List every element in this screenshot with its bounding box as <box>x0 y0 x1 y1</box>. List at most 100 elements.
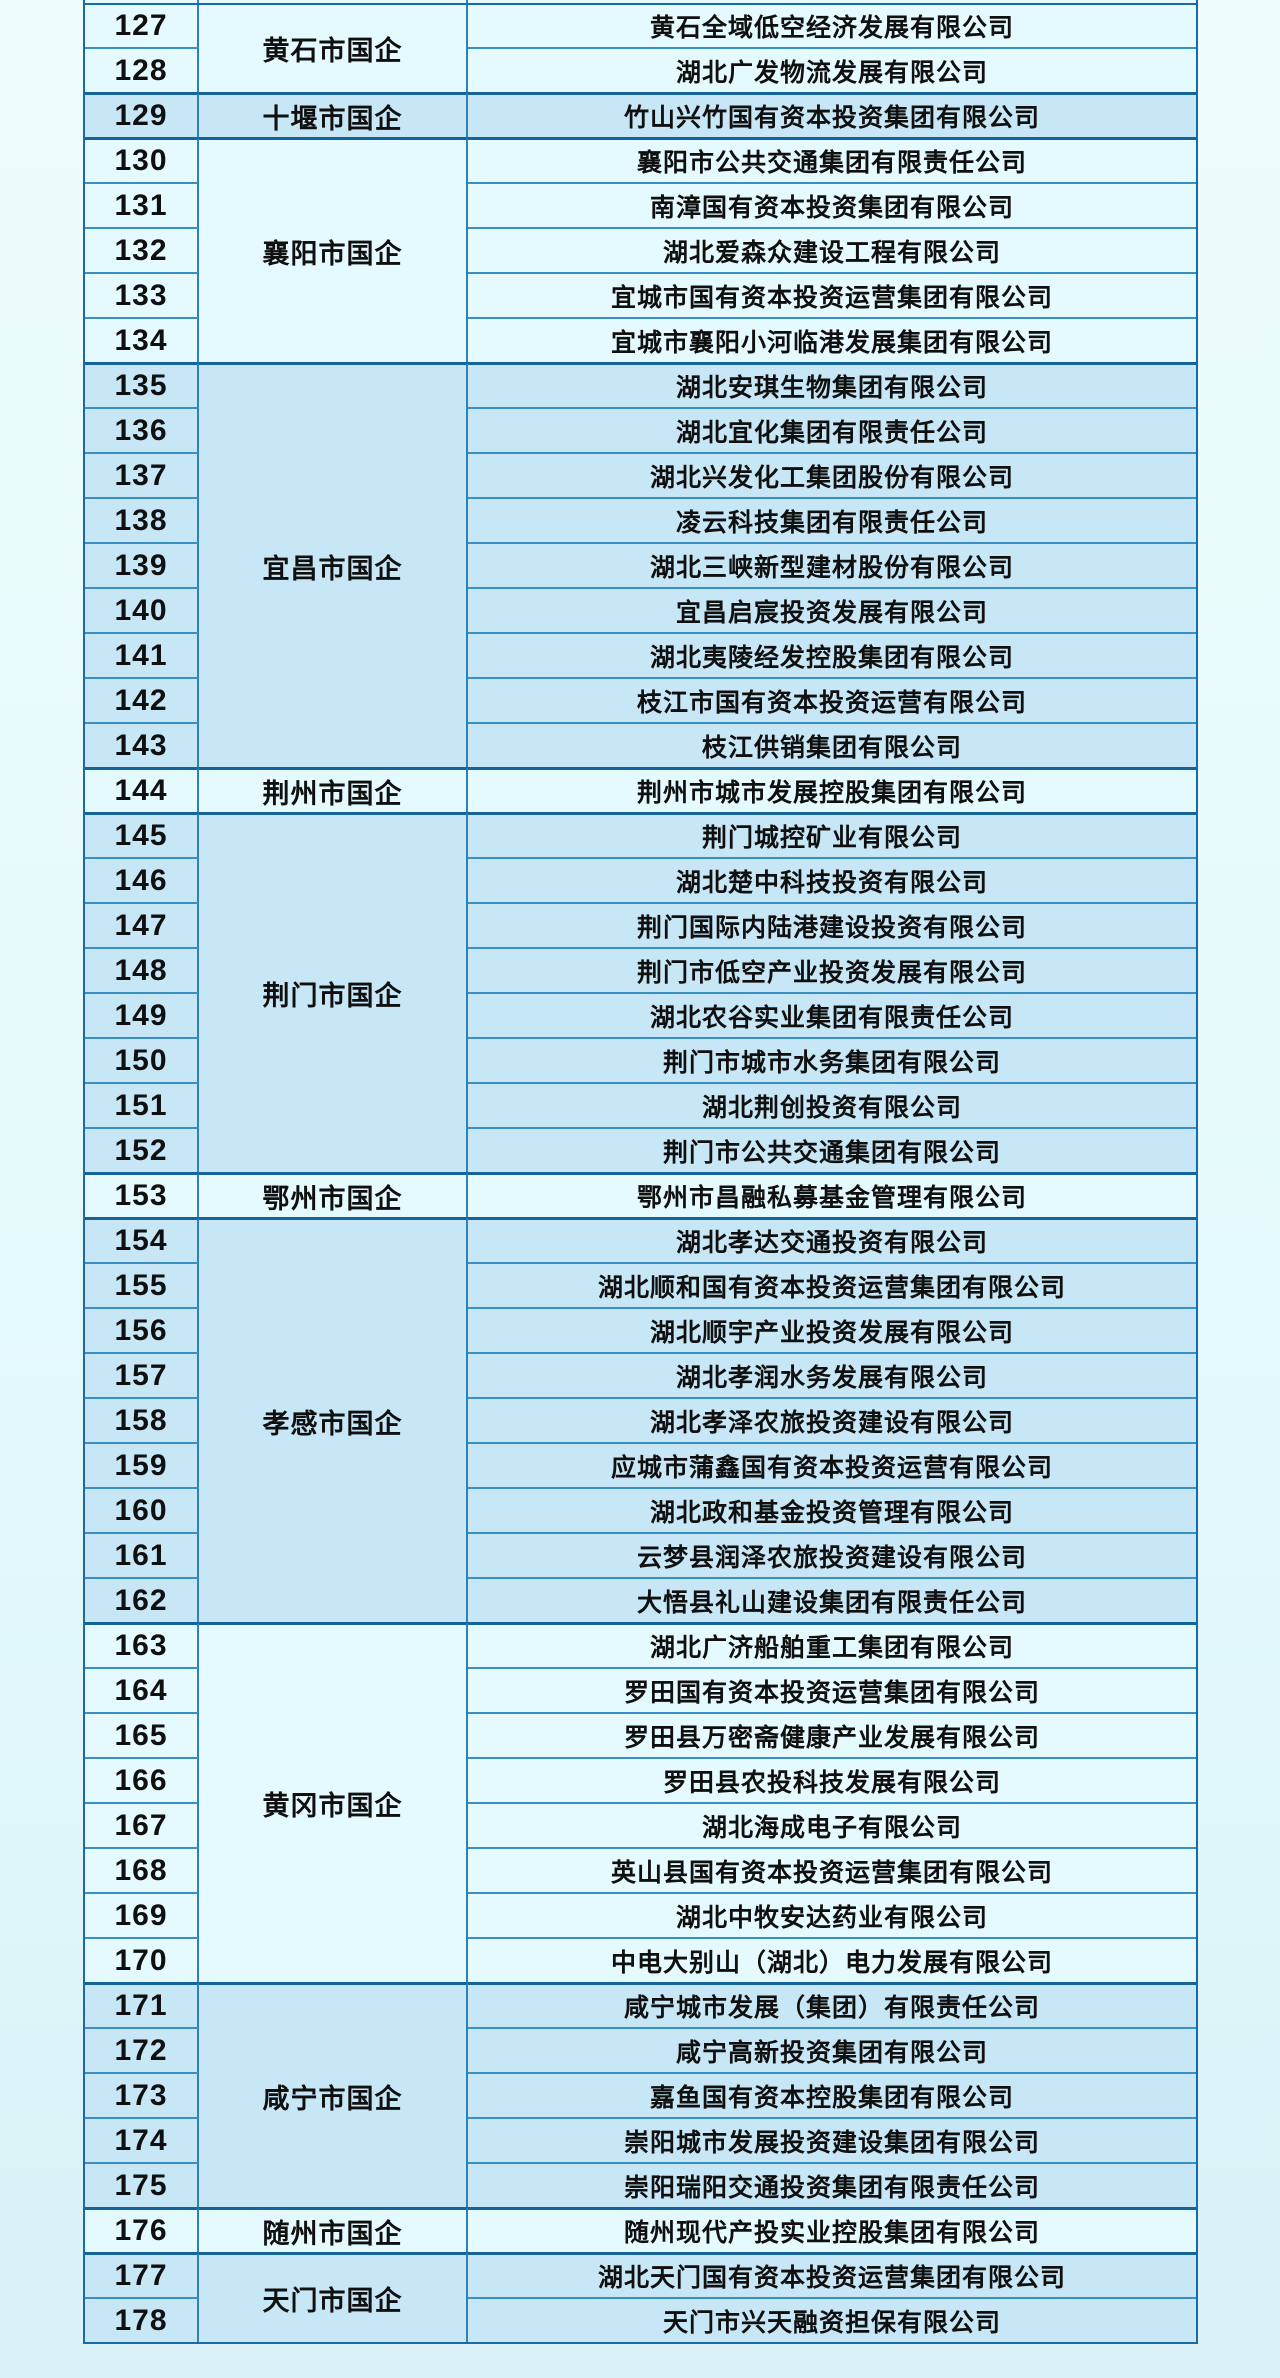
company-name-cell: 中电大别山（湖北）电力发展有限公司 <box>468 1937 1196 1982</box>
row-number-cell: 134 <box>85 317 199 362</box>
company-name-cell: 湖北中牧安达药业有限公司 <box>468 1892 1196 1937</box>
company-name-cell: 天门市兴天融资担保有限公司 <box>468 2297 1196 2342</box>
category-cell: 荆门市国企 <box>199 812 468 1172</box>
row-number-cell: 142 <box>85 677 199 722</box>
company-name-cell: 湖北孝泽农旅投资建设有限公司 <box>468 1397 1196 1442</box>
row-number-cell: 148 <box>85 947 199 992</box>
company-name-cell: 咸宁高新投资集团有限公司 <box>468 2027 1196 2072</box>
company-name-cell: 湖北楚中科技投资有限公司 <box>468 857 1196 902</box>
company-name-cell: 襄阳市公共交通集团有限责任公司 <box>468 137 1196 182</box>
row-number-cell: 147 <box>85 902 199 947</box>
company-name-cell: 云梦县润泽农旅投资建设有限公司 <box>468 1532 1196 1577</box>
company-name-cell: 南漳国有资本投资集团有限公司 <box>468 182 1196 227</box>
company-name-cell: 荆门国际内陆港建设投资有限公司 <box>468 902 1196 947</box>
row-number-cell: 140 <box>85 587 199 632</box>
company-name-cell: 湖北爱森众建设工程有限公司 <box>468 227 1196 272</box>
row-number-cell: 129 <box>85 92 199 137</box>
company-name-cell: 随州现代产投实业控股集团有限公司 <box>468 2207 1196 2252</box>
soe-table-grid: 黄石市国企 127 黄石全域低空经济发展有限公司 128 湖北广发物流发展有限公司 十堰市… <box>83 3 1198 2344</box>
row-number-cell: 144 <box>85 767 199 812</box>
row-number-cell: 143 <box>85 722 199 767</box>
row-number-cell: 155 <box>85 1262 199 1307</box>
row-number-cell: 154 <box>85 1217 199 1262</box>
company-name-cell: 罗田县农投科技发展有限公司 <box>468 1757 1196 1802</box>
row-number-cell: 167 <box>85 1802 199 1847</box>
row-number-cell: 145 <box>85 812 199 857</box>
row-number-cell: 161 <box>85 1532 199 1577</box>
company-name-cell: 崇阳城市发展投资建设集团有限公司 <box>468 2117 1196 2162</box>
company-name-cell: 湖北荆创投资有限公司 <box>468 1082 1196 1127</box>
company-name-cell: 鄂州市昌融私募基金管理有限公司 <box>468 1172 1196 1217</box>
row-number-cell: 172 <box>85 2027 199 2072</box>
soe-list-table: 黄石市国企 127 黄石全域低空经济发展有限公司 128 湖北广发物流发展有限公司 十堰市… <box>83 0 1198 2344</box>
company-name-cell: 罗田国有资本投资运营集团有限公司 <box>468 1667 1196 1712</box>
category-cell: 咸宁市国企 <box>199 1982 468 2207</box>
category-cell: 襄阳市国企 <box>199 137 468 362</box>
row-number-cell: 150 <box>85 1037 199 1082</box>
company-name-cell: 枝江市国有资本投资运营有限公司 <box>468 677 1196 722</box>
category-cell: 天门市国企 <box>199 2252 468 2342</box>
previous-row-remnant <box>83 0 1198 3</box>
row-number-cell: 152 <box>85 1127 199 1172</box>
row-number-cell: 156 <box>85 1307 199 1352</box>
company-name-cell: 湖北政和基金投资管理有限公司 <box>468 1487 1196 1532</box>
remnant-category-cell <box>199 0 468 3</box>
company-name-cell: 湖北孝润水务发展有限公司 <box>468 1352 1196 1397</box>
row-number-cell: 176 <box>85 2207 199 2252</box>
company-name-cell: 湖北宜化集团有限责任公司 <box>468 407 1196 452</box>
category-cell: 宜昌市国企 <box>199 362 468 767</box>
row-number-cell: 173 <box>85 2072 199 2117</box>
company-name-cell: 大悟县礼山建设集团有限责任公司 <box>468 1577 1196 1622</box>
row-number-cell: 174 <box>85 2117 199 2162</box>
company-name-cell: 宜昌启宸投资发展有限公司 <box>468 587 1196 632</box>
row-number-cell: 139 <box>85 542 199 587</box>
company-name-cell: 荆门市城市水务集团有限公司 <box>468 1037 1196 1082</box>
row-number-cell: 130 <box>85 137 199 182</box>
row-number-cell: 149 <box>85 992 199 1037</box>
company-name-cell: 应城市蒲鑫国有资本投资运营有限公司 <box>468 1442 1196 1487</box>
company-name-cell: 崇阳瑞阳交通投资集团有限责任公司 <box>468 2162 1196 2207</box>
row-number-cell: 131 <box>85 182 199 227</box>
category-cell: 鄂州市国企 <box>199 1172 468 1217</box>
company-name-cell: 湖北天门国有资本投资运营集团有限公司 <box>468 2252 1196 2297</box>
category-cell: 随州市国企 <box>199 2207 468 2252</box>
row-number-cell: 175 <box>85 2162 199 2207</box>
company-name-cell: 宜城市襄阳小河临港发展集团有限公司 <box>468 317 1196 362</box>
row-number-cell: 127 <box>85 5 199 47</box>
row-number-cell: 159 <box>85 1442 199 1487</box>
company-name-cell: 宜城市国有资本投资运营集团有限公司 <box>468 272 1196 317</box>
company-name-cell: 罗田县万密斋健康产业发展有限公司 <box>468 1712 1196 1757</box>
remnant-number-cell <box>85 0 199 3</box>
row-number-cell: 133 <box>85 272 199 317</box>
category-cell: 十堰市国企 <box>199 92 468 137</box>
company-name-cell: 嘉鱼国有资本控股集团有限公司 <box>468 2072 1196 2117</box>
row-number-cell: 163 <box>85 1622 199 1667</box>
row-number-cell: 162 <box>85 1577 199 1622</box>
company-name-cell: 竹山兴竹国有资本投资集团有限公司 <box>468 92 1196 137</box>
row-number-cell: 170 <box>85 1937 199 1982</box>
row-number-cell: 158 <box>85 1397 199 1442</box>
company-name-cell: 荆门市低空产业投资发展有限公司 <box>468 947 1196 992</box>
row-number-cell: 168 <box>85 1847 199 1892</box>
row-number-cell: 169 <box>85 1892 199 1937</box>
row-number-cell: 136 <box>85 407 199 452</box>
row-number-cell: 178 <box>85 2297 199 2342</box>
company-name-cell: 湖北广发物流发展有限公司 <box>468 47 1196 92</box>
category-cell: 孝感市国企 <box>199 1217 468 1622</box>
company-name-cell: 湖北三峡新型建材股份有限公司 <box>468 542 1196 587</box>
row-number-cell: 165 <box>85 1712 199 1757</box>
company-name-cell: 英山县国有资本投资运营集团有限公司 <box>468 1847 1196 1892</box>
company-name-cell: 湖北顺宇产业投资发展有限公司 <box>468 1307 1196 1352</box>
company-name-cell: 湖北安琪生物集团有限公司 <box>468 362 1196 407</box>
company-name-cell: 荆州市城市发展控股集团有限公司 <box>468 767 1196 812</box>
row-number-cell: 164 <box>85 1667 199 1712</box>
row-number-cell: 157 <box>85 1352 199 1397</box>
row-number-cell: 135 <box>85 362 199 407</box>
category-cell: 黄冈市国企 <box>199 1622 468 1982</box>
remnant-company-cell <box>468 0 1196 3</box>
company-name-cell: 湖北兴发化工集团股份有限公司 <box>468 452 1196 497</box>
row-number-cell: 132 <box>85 227 199 272</box>
company-name-cell: 枝江供销集团有限公司 <box>468 722 1196 767</box>
row-number-cell: 166 <box>85 1757 199 1802</box>
